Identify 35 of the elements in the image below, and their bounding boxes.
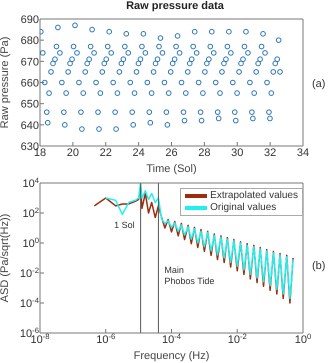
x-axis-title: Time (Sol) xyxy=(146,163,197,175)
y-tick-label: 670 xyxy=(20,56,39,68)
y-tick-label: 10$^{4}$ xyxy=(22,176,40,190)
x-tick-label: 10$^{-6}$ xyxy=(96,332,116,346)
x-tick-label: 30 xyxy=(231,147,244,159)
x-tick-label: 32 xyxy=(264,147,276,159)
x-tick-label: 10$^{-4}$ xyxy=(162,332,182,346)
x-tick-label: 34 xyxy=(296,147,310,159)
ref-line-label: 1 Sol xyxy=(114,220,135,230)
y-tick-label: 630 xyxy=(20,141,39,153)
text: (a) xyxy=(312,78,326,90)
x-tick-label: 28 xyxy=(198,147,210,159)
text: (b) xyxy=(312,260,326,272)
x-tick-label: 26 xyxy=(165,147,178,159)
chart-title: Raw pressure data xyxy=(125,0,225,12)
y-tick-label: 10$^{-4}$ xyxy=(20,296,40,310)
legend-label: Original values xyxy=(210,202,276,214)
y-tick-label: 660 xyxy=(20,78,39,90)
y-tick-label: 10$^{-2}$ xyxy=(20,266,39,280)
y-axis-title: Raw pressure (Pa) xyxy=(0,36,11,128)
y-axis-title: ASD (Pa/sqrt(Hz)) xyxy=(0,214,11,302)
y-tick-label: 640 xyxy=(20,120,39,132)
y-tick-label: 680 xyxy=(20,35,39,48)
y-tick-label: 10$^{2}$ xyxy=(22,206,39,220)
x-tick-label: 22 xyxy=(100,147,112,159)
y-tick-label: 10$^{0}$ xyxy=(22,236,39,250)
x-tick-label: 20 xyxy=(66,147,79,159)
ref-line-label: Main Phobos Tide xyxy=(164,265,214,286)
x-tick-label: 10$^{0}$ xyxy=(294,332,312,346)
x-tick-label: 24 xyxy=(132,147,145,159)
y-tick-label: 650 xyxy=(20,98,39,111)
x-tick-label: 10$^{-2}$ xyxy=(228,332,247,346)
y-tick-label: 690 xyxy=(20,14,39,26)
legend-label: Extrapolated values xyxy=(210,190,298,202)
x-axis-title: Frequency (Hz) xyxy=(134,350,210,362)
